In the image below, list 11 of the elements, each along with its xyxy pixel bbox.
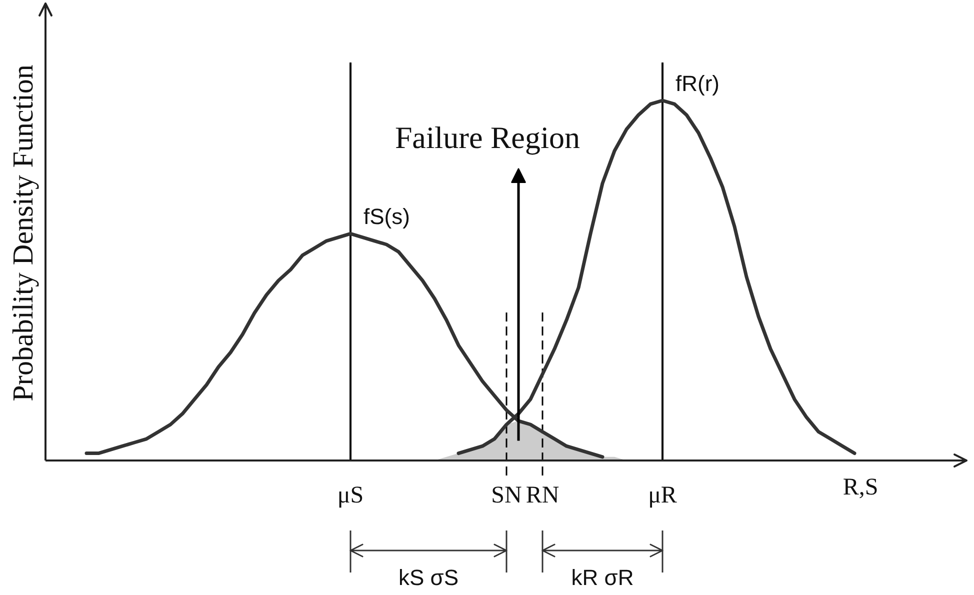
- text: kS σS: [398, 565, 459, 590]
- x-tick-label: μR: [648, 482, 677, 508]
- annotation: Failure Region: [394, 120, 581, 155]
- text: kR σR: [571, 565, 634, 590]
- series-label: fS(s): [364, 204, 410, 230]
- x-tick-label: RN: [526, 482, 560, 508]
- x-tick-label: SN: [491, 482, 522, 508]
- y-axis-title: Probability Density Function: [8, 64, 40, 402]
- x-axis-title: R,S: [842, 474, 878, 500]
- x-tick-label: μS: [337, 482, 364, 508]
- series-label: fR(r): [676, 71, 720, 96]
